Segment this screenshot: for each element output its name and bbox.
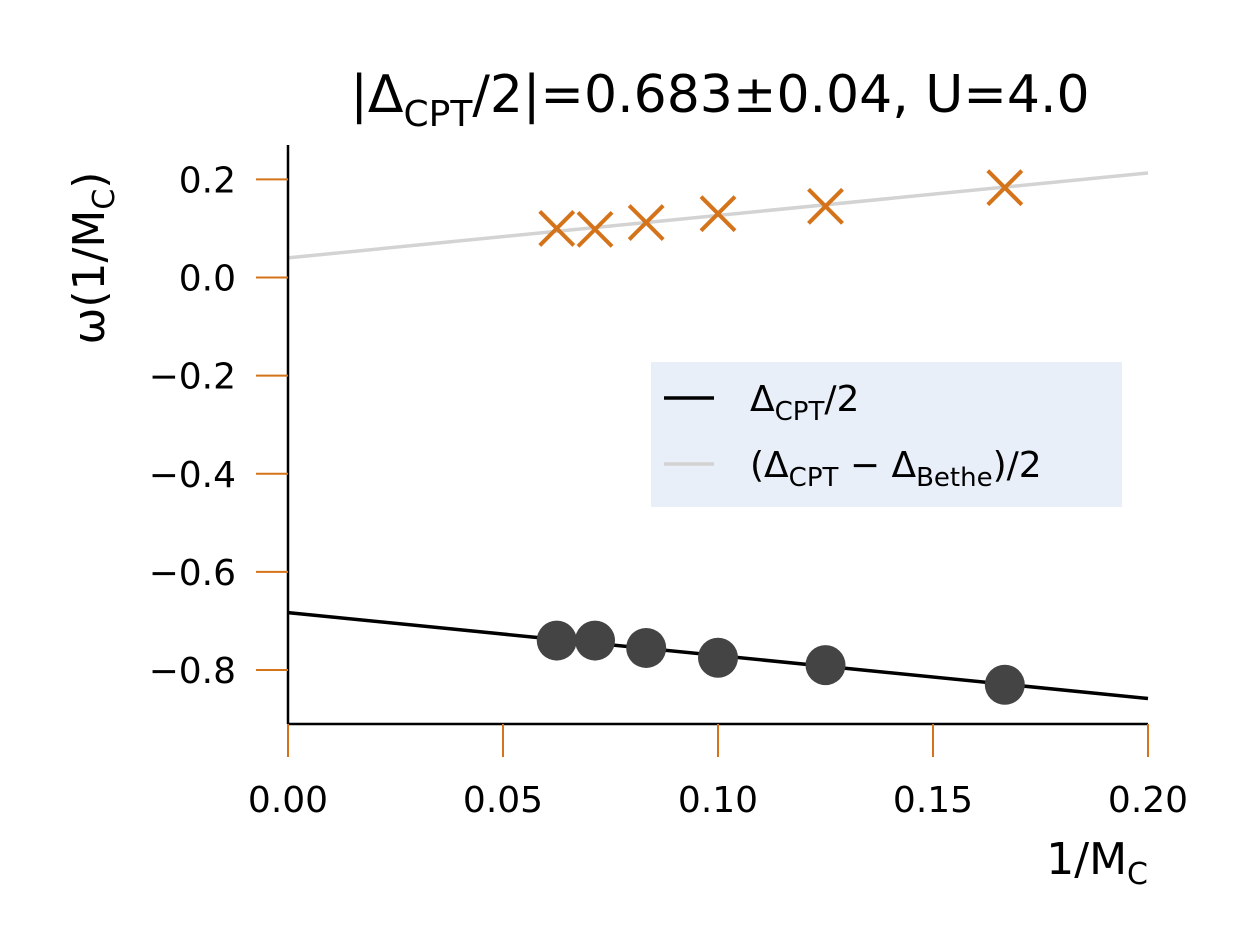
- y-tick-label: 0.0: [179, 258, 236, 299]
- data-point-circle: [698, 637, 738, 678]
- data-point-circle: [575, 620, 616, 661]
- legend: ΔCPT/2 (ΔCPT − ΔBethe)/2: [651, 362, 1122, 507]
- plot-area: [287, 169, 1149, 705]
- x-tick-label: 0.05: [463, 780, 543, 821]
- data-point-circle: [805, 645, 846, 686]
- data-point-circle: [626, 627, 667, 668]
- data-point-x: [986, 169, 1024, 207]
- legend-label: (ΔCPT − ΔBethe)/2: [750, 445, 1042, 493]
- data-point-x: [699, 195, 737, 233]
- data-point-x: [807, 187, 844, 225]
- y-tick-label: 0.2: [179, 160, 236, 201]
- y-axis-label: ω(1/MC): [64, 172, 122, 345]
- x-axis-label: 1/MC: [1046, 834, 1148, 892]
- y-tick-label: −0.8: [149, 651, 236, 692]
- x-tick-label: 0.00: [248, 780, 328, 821]
- legend-label: ΔCPT/2: [750, 379, 859, 427]
- data-point-x: [576, 210, 614, 248]
- y-tick-label: −0.6: [149, 553, 236, 594]
- data-point-circle: [536, 620, 577, 661]
- x-tick-label: 0.20: [1108, 780, 1188, 821]
- data-point-x: [538, 210, 576, 247]
- y-tick-label: −0.2: [149, 357, 236, 398]
- data-point-circle: [984, 664, 1025, 705]
- ticks: 0.00 0.05 0.10 0.15 0.20 0.2 0.0 −0.2 −0.4 −0.6 −0…: [149, 160, 1189, 821]
- chart-title: |ΔCPT/2|=0.683±0.04, U=4.0: [350, 65, 1089, 135]
- data-point-x: [627, 204, 665, 241]
- y-tick-label: −0.4: [149, 455, 236, 496]
- x-tick-label: 0.15: [893, 780, 973, 821]
- x-tick-label: 0.10: [678, 780, 758, 821]
- legend-box: [651, 362, 1122, 507]
